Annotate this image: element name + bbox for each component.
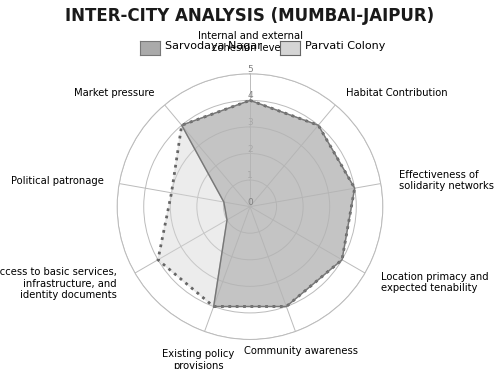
Text: Effectiveness of
solidarity networks: Effectiveness of solidarity networks <box>399 169 494 191</box>
Text: INTER-CITY ANALYSIS (MUMBAI-JAIPUR): INTER-CITY ANALYSIS (MUMBAI-JAIPUR) <box>66 7 434 25</box>
Text: 0: 0 <box>247 198 253 207</box>
Text: Community awareness: Community awareness <box>244 346 358 356</box>
Text: Location primacy and
expected tenability: Location primacy and expected tenability <box>381 272 489 293</box>
Text: Sarvodaya Nagar: Sarvodaya Nagar <box>165 41 262 51</box>
Text: Habitat Contribution: Habitat Contribution <box>346 88 448 98</box>
Text: Existing policy
provisions: Existing policy provisions <box>162 349 234 369</box>
Polygon shape <box>182 100 354 307</box>
Text: Parvati Colony: Parvati Colony <box>305 41 386 51</box>
Text: Internal and external
cohesion levels: Internal and external cohesion levels <box>198 31 302 52</box>
Polygon shape <box>158 100 354 307</box>
Text: Market pressure: Market pressure <box>74 88 154 98</box>
Text: Political patronage: Political patronage <box>10 176 104 186</box>
Text: Access to basic services,
infrastructure, and
identity documents: Access to basic services, infrastructure… <box>0 267 116 300</box>
